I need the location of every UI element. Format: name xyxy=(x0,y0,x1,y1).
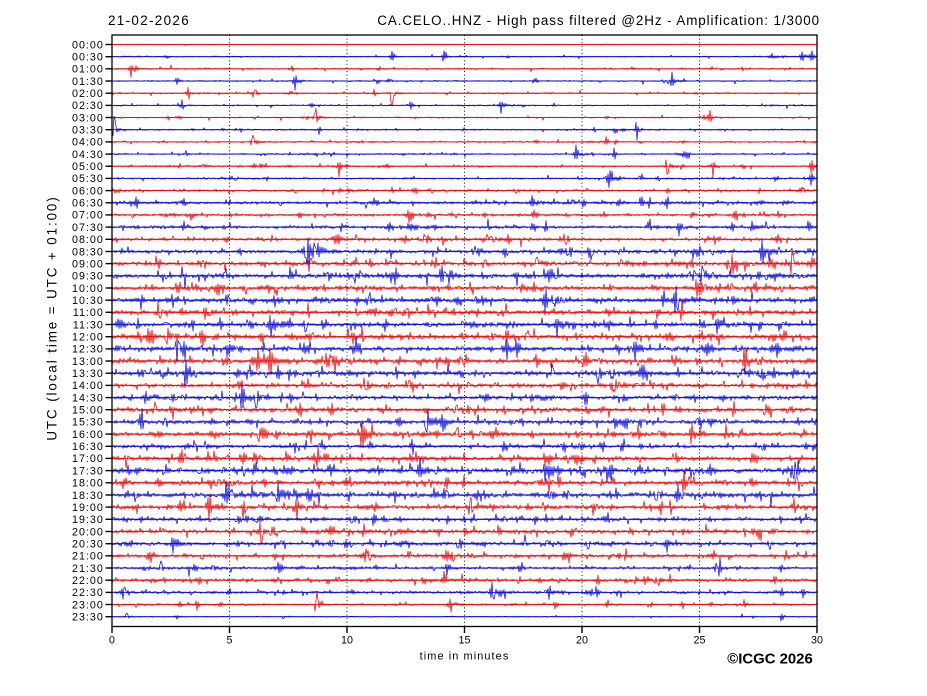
svg-text:15:30: 15:30 xyxy=(72,417,104,429)
svg-text:20:00: 20:00 xyxy=(72,526,104,538)
svg-text:10:30: 10:30 xyxy=(72,295,104,307)
svg-text:time in minutes: time in minutes xyxy=(420,651,510,663)
svg-text:00:30: 00:30 xyxy=(72,52,104,64)
svg-text:10:00: 10:00 xyxy=(72,283,104,295)
svg-text:09:00: 09:00 xyxy=(72,258,104,270)
svg-text:11:00: 11:00 xyxy=(73,307,104,319)
svg-text:20:30: 20:30 xyxy=(72,539,104,551)
svg-text:04:30: 04:30 xyxy=(72,149,104,161)
svg-text:04:00: 04:00 xyxy=(72,137,104,149)
svg-text:20: 20 xyxy=(576,635,588,647)
svg-text:0: 0 xyxy=(109,635,115,647)
svg-text:13:30: 13:30 xyxy=(72,368,104,380)
svg-text:CA.CELO..HNZ - High pass filte: CA.CELO..HNZ - High pass filtered @2Hz -… xyxy=(377,13,820,28)
svg-text:13:00: 13:00 xyxy=(72,356,104,368)
svg-text:00:00: 00:00 xyxy=(72,39,104,51)
svg-text:14:30: 14:30 xyxy=(72,392,104,404)
svg-text:22:00: 22:00 xyxy=(72,575,104,587)
svg-text:01:00: 01:00 xyxy=(72,64,104,76)
svg-text:15:00: 15:00 xyxy=(72,405,104,417)
svg-text:02:30: 02:30 xyxy=(72,100,104,112)
svg-text:15: 15 xyxy=(459,635,471,647)
svg-text:18:00: 18:00 xyxy=(72,478,104,490)
svg-text:18:30: 18:30 xyxy=(72,490,104,502)
svg-text:07:30: 07:30 xyxy=(72,222,104,234)
svg-text:02:00: 02:00 xyxy=(72,88,104,100)
svg-text:17:30: 17:30 xyxy=(72,465,104,477)
svg-text:03:00: 03:00 xyxy=(72,112,104,124)
svg-text:22:30: 22:30 xyxy=(72,587,104,599)
svg-text:08:30: 08:30 xyxy=(72,246,104,258)
svg-text:21-02-2026: 21-02-2026 xyxy=(108,13,190,28)
svg-text:17:00: 17:00 xyxy=(72,453,104,465)
svg-text:19:00: 19:00 xyxy=(72,502,104,514)
svg-text:UTC (local time = UTC + 01:00): UTC (local time = UTC + 01:00) xyxy=(45,195,60,440)
svg-text:14:00: 14:00 xyxy=(72,380,104,392)
svg-text:30: 30 xyxy=(811,635,823,647)
svg-text:21:30: 21:30 xyxy=(72,563,104,575)
svg-text:12:30: 12:30 xyxy=(72,344,104,356)
svg-text:25: 25 xyxy=(694,635,706,647)
svg-text:07:00: 07:00 xyxy=(72,210,104,222)
svg-text:10: 10 xyxy=(341,635,353,647)
svg-text:5: 5 xyxy=(227,635,233,647)
svg-text:21:00: 21:00 xyxy=(72,551,104,563)
svg-text:06:30: 06:30 xyxy=(72,198,104,210)
svg-text:23:30: 23:30 xyxy=(72,612,104,624)
svg-text:©ICGC 2026: ©ICGC 2026 xyxy=(727,652,812,668)
svg-text:09:30: 09:30 xyxy=(72,271,104,283)
svg-text:16:00: 16:00 xyxy=(72,429,104,441)
svg-text:03:30: 03:30 xyxy=(72,125,104,137)
svg-text:19:30: 19:30 xyxy=(72,514,104,526)
svg-text:08:00: 08:00 xyxy=(72,234,104,246)
svg-text:16:30: 16:30 xyxy=(72,441,104,453)
svg-text:11:30: 11:30 xyxy=(73,319,104,331)
svg-text:05:30: 05:30 xyxy=(72,173,104,185)
svg-text:05:00: 05:00 xyxy=(72,161,104,173)
svg-text:06:00: 06:00 xyxy=(72,185,104,197)
svg-text:23:00: 23:00 xyxy=(72,599,104,611)
svg-text:01:30: 01:30 xyxy=(72,76,104,88)
svg-text:12:00: 12:00 xyxy=(72,332,104,344)
